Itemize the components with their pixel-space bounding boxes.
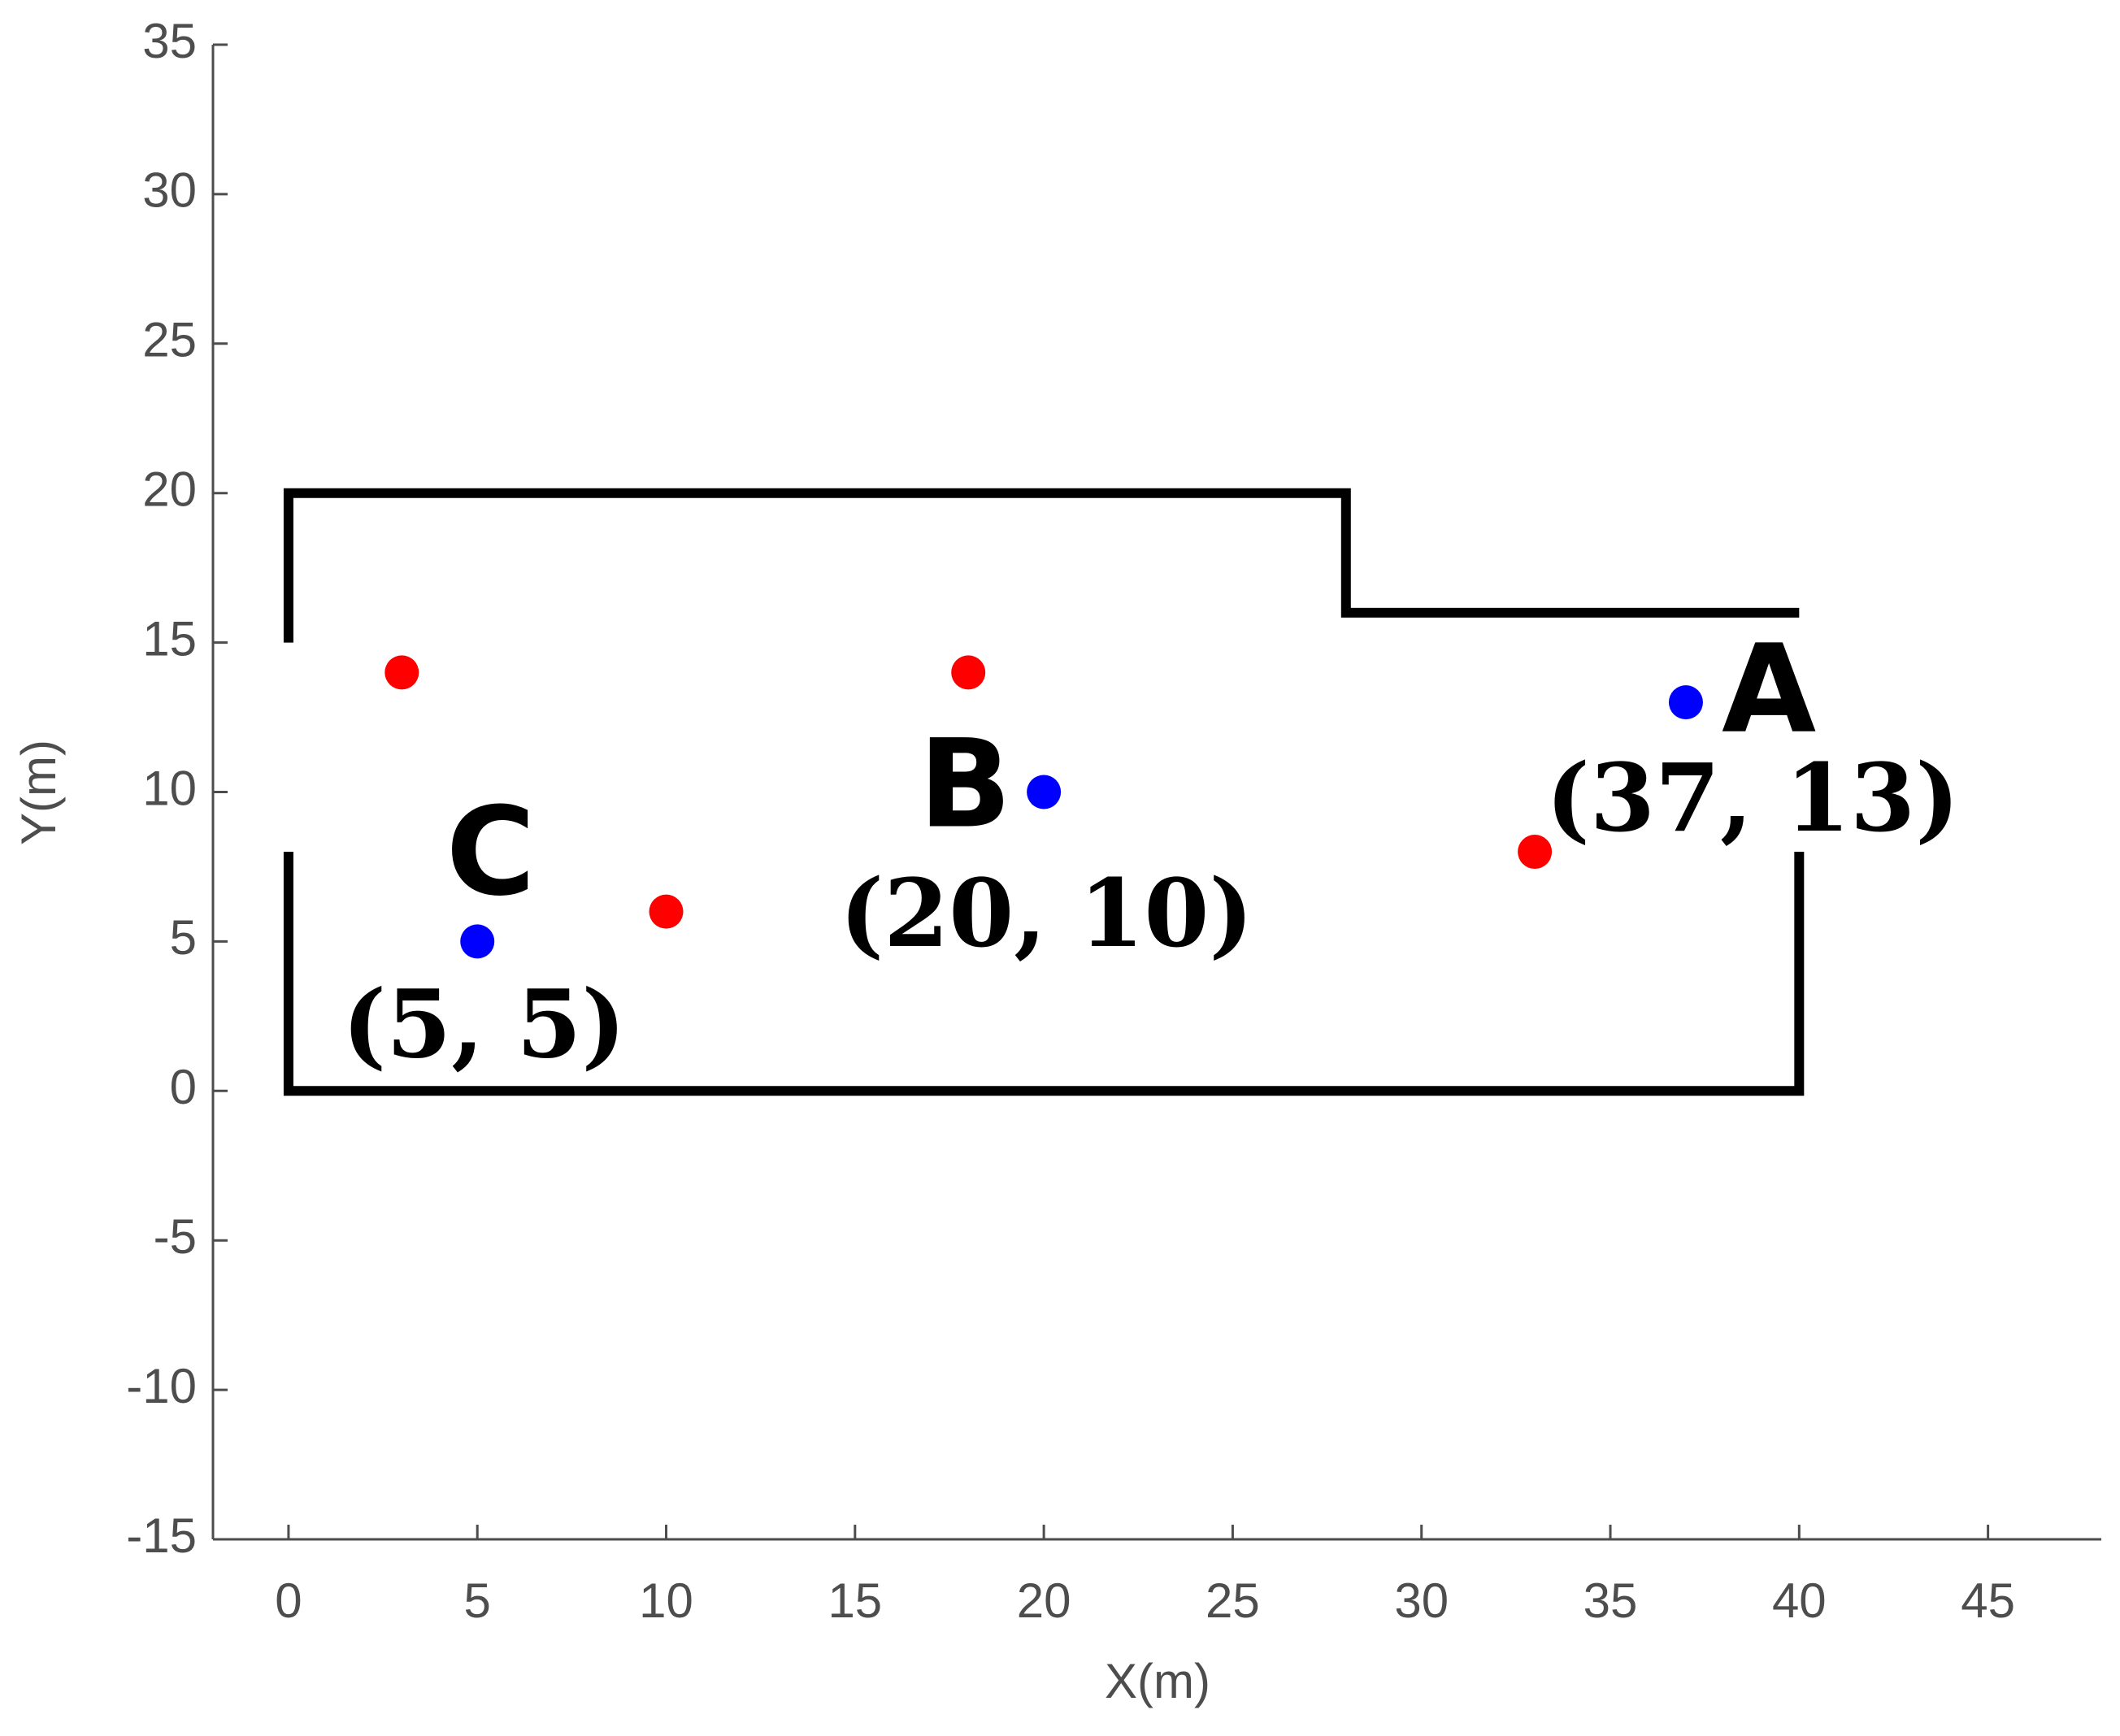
wall-line: [283, 852, 1805, 1096]
point: [384, 655, 419, 690]
y-tick-label: 35: [142, 14, 197, 68]
y-tick-label: -10: [126, 1359, 197, 1413]
annotation: (20, 10): [840, 859, 1253, 969]
y-axis-label: Y(m): [11, 740, 66, 845]
point: [1668, 685, 1703, 720]
annotation: B: [919, 714, 1011, 855]
y-tick-label: -5: [154, 1209, 197, 1264]
y-tick-label: 15: [142, 611, 197, 666]
x-tick-label: 10: [639, 1573, 693, 1628]
point: [460, 924, 495, 959]
y-tick-label: 5: [170, 910, 197, 965]
y-tick-label: 0: [170, 1060, 197, 1114]
y-tick-label: 10: [142, 761, 197, 815]
point: [649, 894, 684, 929]
y-tick-label: 30: [142, 163, 197, 218]
point: [1518, 835, 1553, 870]
x-tick-label: 30: [1394, 1573, 1449, 1628]
x-tick-label: 15: [828, 1573, 882, 1628]
y-tick-label: 25: [142, 313, 197, 367]
x-tick-label: 25: [1206, 1573, 1260, 1628]
point: [1027, 775, 1062, 809]
annotation: (37, 13): [1546, 744, 1960, 853]
point: [951, 655, 986, 690]
x-tick-label: 45: [1961, 1573, 2015, 1628]
annotation: C: [446, 782, 536, 923]
x-tick-label: 0: [275, 1573, 302, 1628]
annotation: (5, 5): [342, 970, 626, 1080]
x-tick-label: 5: [464, 1573, 491, 1628]
x-tick-label: 35: [1583, 1573, 1638, 1628]
x-tick-label: 40: [1772, 1573, 1827, 1628]
annotation: A: [1722, 619, 1816, 761]
wall-line: [283, 488, 1800, 643]
y-tick-label: 20: [142, 462, 197, 517]
x-axis-label: X(m): [1105, 1654, 1210, 1708]
x-tick-label: 20: [1017, 1573, 1071, 1628]
y-tick-label: -15: [126, 1508, 197, 1563]
